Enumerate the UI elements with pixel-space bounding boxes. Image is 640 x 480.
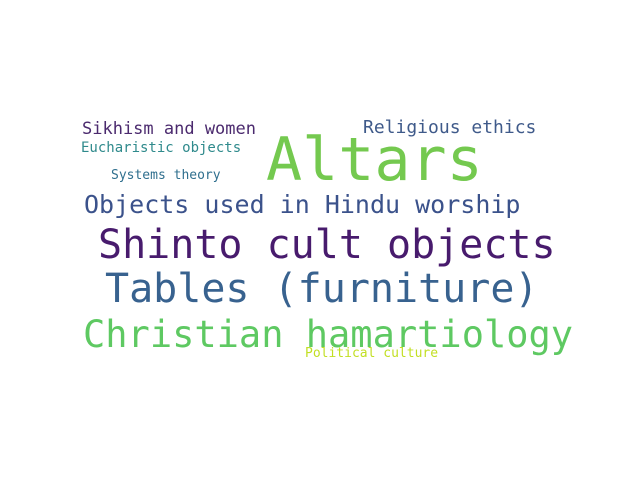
word-eucharistic-objects: Eucharistic objects	[81, 140, 242, 156]
word-sikhism-and-women: Sikhism and women	[82, 119, 256, 139]
word-christian-hamartiology: Christian hamartiology	[83, 313, 574, 356]
word-tables-furniture: Tables (furniture)	[105, 266, 539, 312]
word-political-culture: Political culture	[305, 346, 439, 361]
word-objects-hindu-worship: Objects used in Hindu worship	[84, 190, 521, 219]
word-religious-ethics: Religious ethics	[363, 117, 537, 138]
word-shinto-cult-objects: Shinto cult objects	[98, 222, 556, 268]
word-altars: Altars	[266, 125, 483, 195]
word-systems-theory: Systems theory	[111, 168, 221, 183]
